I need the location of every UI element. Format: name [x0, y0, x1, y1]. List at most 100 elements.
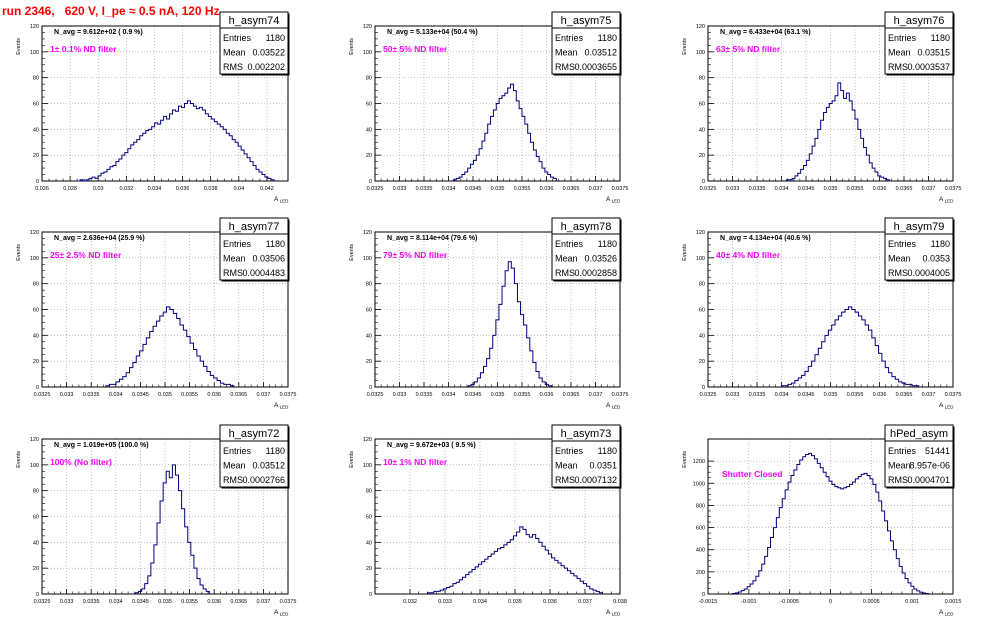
stats-box [884, 217, 954, 281]
x-tick-label: 0.0355 [847, 392, 864, 398]
x-tick-label: 0.034 [473, 599, 487, 605]
x-tick-label: 0.0335 [83, 599, 100, 605]
x-axis-subscript: LED [943, 199, 954, 204]
y-tick-label: 40 [33, 540, 39, 546]
stats-label: Entries [223, 446, 252, 456]
y-tick-label: 200 [696, 570, 705, 576]
y-tick-label: 100 [363, 463, 372, 469]
x-tick-label: 0.0365 [896, 186, 913, 192]
stats-value: 1180 [266, 446, 285, 456]
x-tick-label: 0.042 [260, 186, 274, 192]
x-axis-subscript: LED [278, 405, 289, 410]
y-tick-label: 0 [702, 179, 705, 185]
stats-value: 8.957e-06 [909, 461, 950, 471]
filter-annotation: 63± 5% ND filter [716, 44, 781, 54]
stats-label: Mean [555, 48, 578, 58]
histogram-panel-hPed_asym: -0.0015 -0.001 -0.0005 0 0.0005 0.001 0.0015 0 2… [682, 424, 961, 617]
x-tick-label: 0.0355 [514, 392, 531, 398]
y-axis-title: Events [349, 244, 355, 261]
stats-value: 0.03515 [917, 48, 950, 58]
y-tick-label: 100 [30, 463, 39, 469]
stats-value: 0.0004701 [907, 475, 950, 485]
filter-annotation: Shutter Closed [722, 469, 782, 479]
y-tick-label: 120 [30, 437, 39, 443]
filter-annotation: 100% (No filter) [50, 457, 112, 467]
x-tick-label: 0.036 [540, 186, 554, 192]
histogram-name: hPed_asym [890, 428, 948, 440]
x-tick-label: 0.0325 [367, 186, 384, 192]
stats-label: Mean [888, 48, 911, 58]
x-axis-subscript: LED [278, 199, 289, 204]
y-tick-label: 600 [696, 526, 705, 532]
y-tick-label: 80 [33, 76, 39, 82]
x-tick-label: 0.0375 [945, 186, 962, 192]
y-axis-title: Events [349, 451, 355, 468]
x-tick-label: -0.0005 [780, 599, 799, 605]
x-tick-label: 0.034 [109, 599, 123, 605]
navg-label: N_avg = 8.114e+04 (79.6 %) [387, 235, 477, 242]
stats-value: 0.03512 [252, 461, 285, 471]
y-axis-title: Events [16, 244, 22, 261]
x-tick-label: 0.036 [540, 392, 554, 398]
histogram-line-h_asym74 [77, 100, 275, 182]
x-tick-label: 0 [829, 599, 832, 605]
x-axis-subscript: LED [610, 405, 621, 410]
y-tick-label: 120 [696, 24, 705, 30]
y-tick-label: 20 [699, 359, 705, 365]
y-tick-label: 20 [33, 153, 39, 159]
x-tick-label: 0.032 [403, 599, 417, 605]
y-axis-title: Events [682, 244, 688, 261]
stats-box [884, 11, 954, 75]
stats-value: 1180 [266, 239, 285, 249]
x-axis-title: A LED [274, 609, 289, 617]
x-tick-label: 0.033 [60, 599, 74, 605]
y-tick-label: 100 [363, 256, 372, 262]
histogram-line-h_asym79 [781, 306, 920, 387]
stats-label: Mean [223, 461, 246, 471]
y-tick-label: 40 [699, 333, 705, 339]
y-tick-label: 40 [366, 127, 372, 133]
x-tick-label: 0.026 [35, 186, 49, 192]
y-tick-label: 60 [366, 102, 372, 108]
x-axis-subscript: LED [610, 199, 621, 204]
x-tick-label: 0.0335 [416, 186, 433, 192]
y-tick-label: 60 [699, 308, 705, 314]
stats-label: Entries [555, 239, 584, 249]
y-tick-label: 20 [33, 566, 39, 572]
histogram-line-h_asym73 [427, 526, 603, 594]
navg-label: N_avg = 4.134e+04 (40.6 %) [720, 235, 811, 242]
x-tick-label: 0.035 [491, 186, 505, 192]
x-tick-label: 0.0365 [563, 186, 580, 192]
y-tick-label: 80 [33, 489, 39, 495]
x-axis-subscript: LED [610, 612, 621, 617]
x-tick-label: 0.03 [93, 186, 104, 192]
x-tick-label: 0.035 [508, 599, 522, 605]
stats-label: Entries [888, 446, 917, 456]
x-tick-label: 0.0355 [514, 186, 531, 192]
y-tick-label: 20 [366, 359, 372, 365]
x-tick-label: 0.0375 [612, 392, 629, 398]
x-tick-label: 0.0365 [896, 392, 913, 398]
stats-value: 0.03522 [252, 48, 285, 58]
histogram-name: h_asym79 [894, 221, 945, 233]
stats-label: Entries [555, 446, 584, 456]
stats-label: Entries [223, 239, 252, 249]
x-tick-label: 0.0325 [34, 392, 51, 398]
x-axis-title: A LED [939, 609, 954, 617]
stats-value: 1180 [598, 446, 617, 456]
stats-value: 51441 [925, 446, 950, 456]
x-tick-label: 0.037 [257, 392, 271, 398]
stats-value: 1180 [266, 33, 285, 43]
x-tick-label: 0.035 [824, 186, 838, 192]
filter-annotation: 25± 2.5% ND filter [50, 250, 122, 260]
y-tick-label: 60 [366, 308, 372, 314]
stats-label: Entries [888, 33, 917, 43]
y-tick-label: 0 [369, 592, 372, 598]
x-tick-label: 0.038 [204, 186, 218, 192]
y-tick-label: 20 [366, 153, 372, 159]
stats-value: 0.0004005 [907, 268, 950, 278]
x-tick-label: 0.0365 [563, 392, 580, 398]
histogram-name: h_asym73 [561, 428, 612, 440]
x-tick-label: 0.032 [119, 186, 133, 192]
stats-box [551, 11, 621, 75]
